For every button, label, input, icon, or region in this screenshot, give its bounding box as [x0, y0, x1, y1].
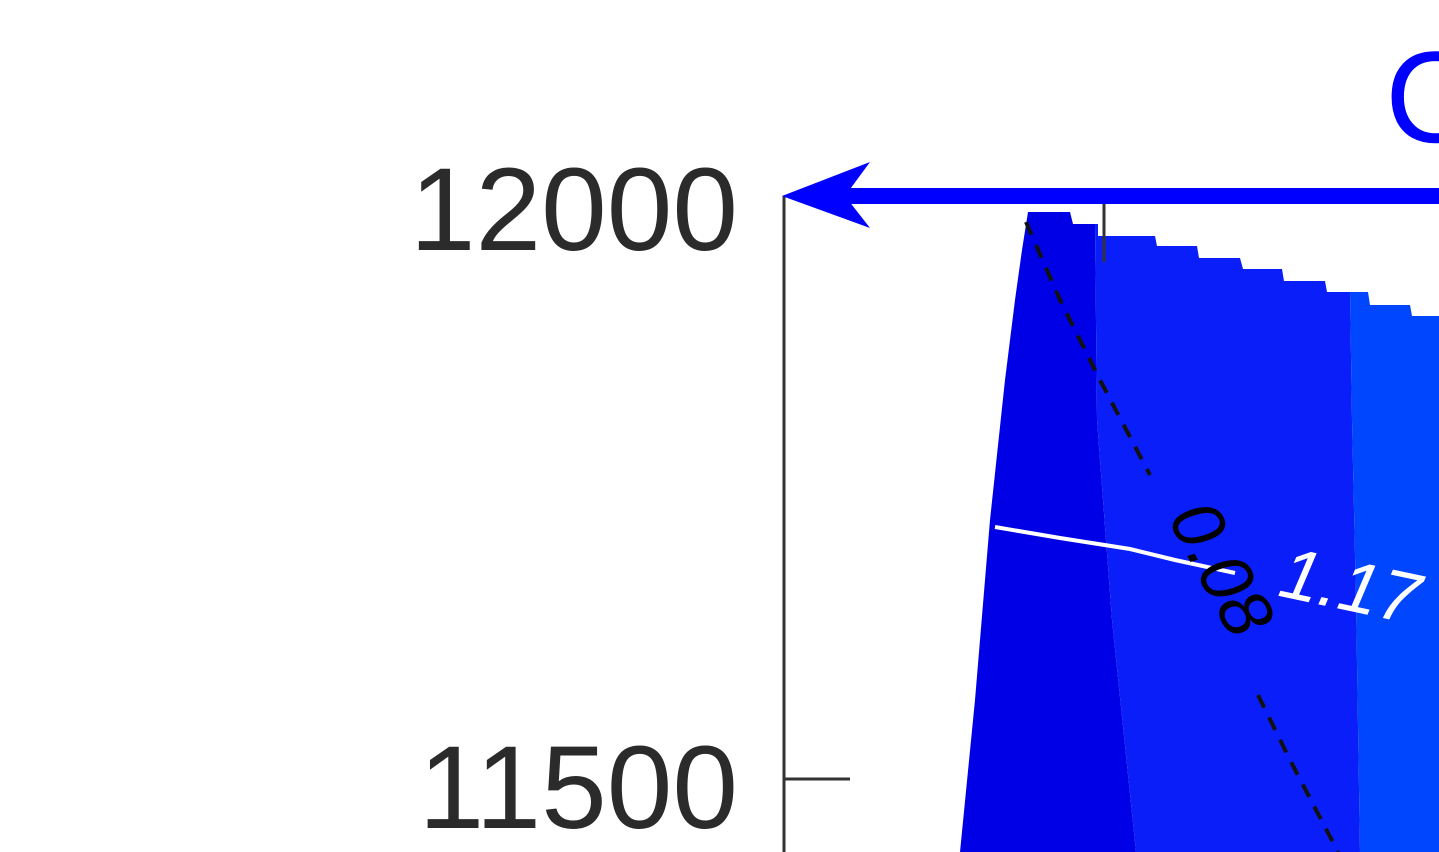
y-tick-label-11500: 11500: [419, 722, 738, 852]
arrow-head: [782, 162, 870, 228]
direction-arrow: [782, 162, 1439, 228]
contour-line-0-08: [1024, 221, 1152, 476]
band-dark: [960, 212, 1136, 852]
arrow-shaft: [830, 188, 1439, 204]
contour-fill: [960, 212, 1439, 852]
band-light: [1350, 292, 1439, 852]
y-tick-label-12000: 12000: [410, 144, 738, 276]
band-mid: [1095, 224, 1360, 852]
contour-line-1-17: [994, 525, 1236, 575]
partial-title: C: [1385, 24, 1439, 170]
